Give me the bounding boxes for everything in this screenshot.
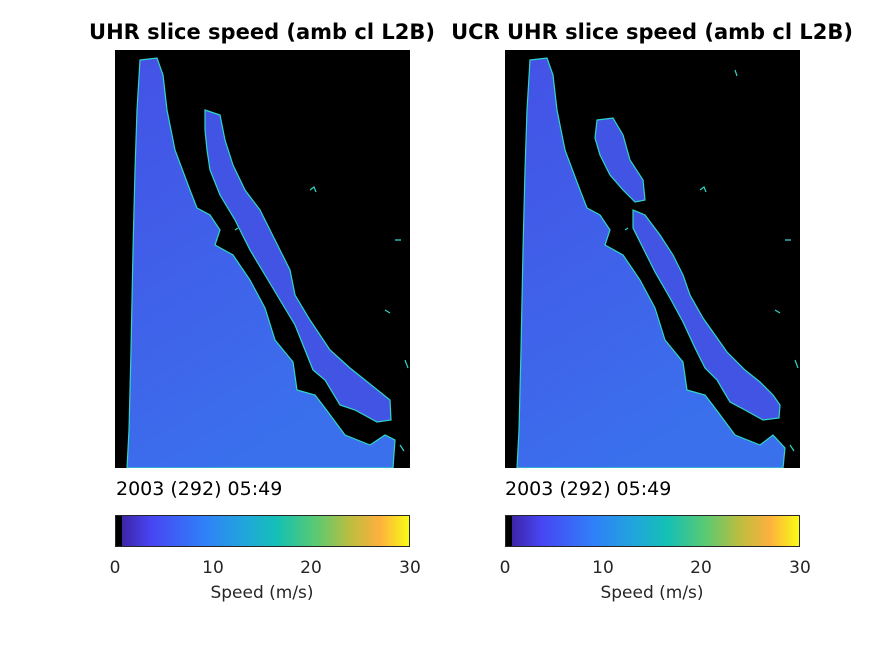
- right-coast-specks: [624, 69, 799, 452]
- right-speed-map: [505, 50, 800, 468]
- right-colorbar-tick-0: 0: [499, 558, 511, 578]
- left-speed-map-svg: [126, 57, 409, 468]
- right-colorbar-tick-10: 10: [592, 558, 614, 578]
- left-colorbar-tick-30: 30: [399, 558, 421, 578]
- left-coast-specks: [234, 186, 409, 452]
- left-pacific-ocean: [126, 57, 396, 468]
- right-pacific-ocean: [516, 57, 786, 468]
- right-plot-title: UCR UHR slice speed (amb cl L2B): [451, 20, 853, 44]
- left-colorbar-tick-20: 20: [300, 558, 322, 578]
- left-colorbar-label: Speed (m/s): [210, 583, 314, 603]
- right-colorbar-gradient: [506, 516, 799, 546]
- left-gulf-ocean: [204, 109, 392, 423]
- right-colorbar-tick-20: 20: [690, 558, 712, 578]
- right-timestamp: 2003 (292) 05:49: [505, 478, 672, 500]
- left-timestamp: 2003 (292) 05:49: [116, 478, 283, 500]
- right-colorbar-tick-30: 30: [789, 558, 811, 578]
- right-colorbar-label: Speed (m/s): [600, 583, 704, 603]
- left-colorbar-gradient: [116, 516, 409, 546]
- left-colorbar: [115, 515, 410, 547]
- right-speed-map-svg: [516, 57, 799, 468]
- left-colorbar-tick-10: 10: [202, 558, 224, 578]
- left-plot-title: UHR slice speed (amb cl L2B): [89, 20, 435, 44]
- right-colorbar: [505, 515, 800, 547]
- right-gulf-upper-ocean: [594, 117, 646, 203]
- right-gulf-lower-ocean: [632, 209, 781, 421]
- left-colorbar-tick-0: 0: [109, 558, 121, 578]
- left-speed-map: [115, 50, 410, 468]
